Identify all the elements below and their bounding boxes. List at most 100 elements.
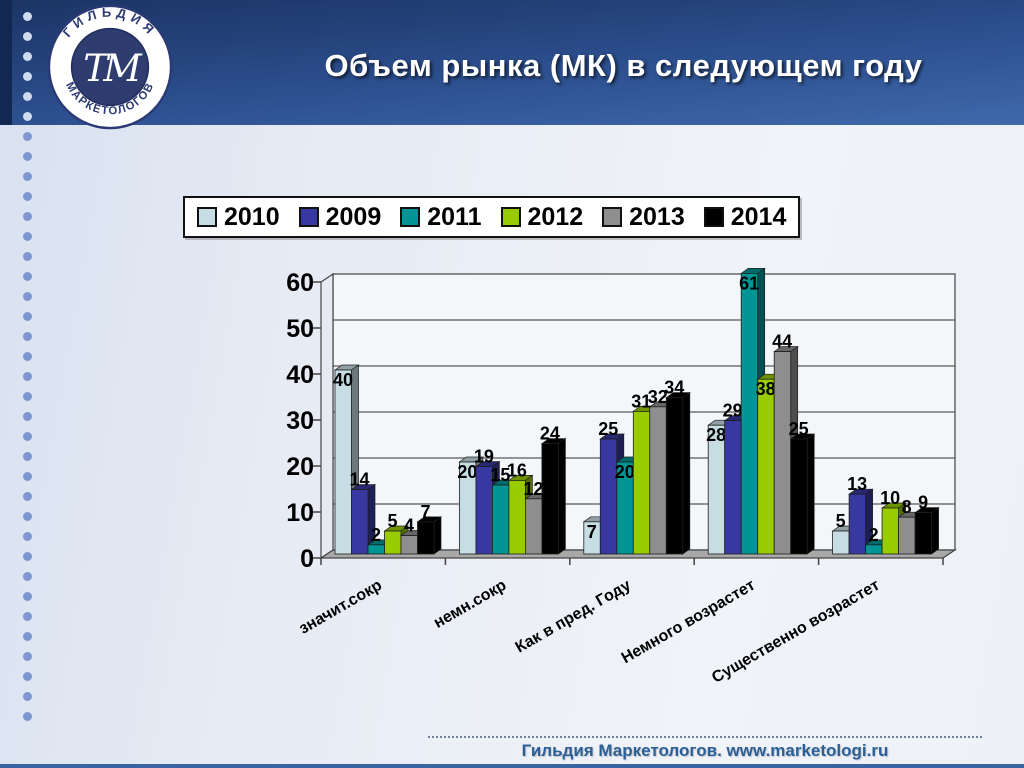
rail-dot [23,432,32,441]
legend-label: 2009 [325,202,382,231]
rail-dot [23,672,32,681]
rail-dot [23,532,32,541]
value-label: 20 [615,462,635,482]
bar-side-2014 [682,391,691,555]
rail-dot [23,452,32,461]
legend-label: 2011 [427,202,482,231]
value-label: 5 [836,511,846,531]
value-label: 7 [420,502,430,522]
bar-side-2014 [558,437,566,555]
value-label: 8 [902,497,912,517]
legend-item-2012: 2012 [500,202,584,231]
rail-dot [23,392,32,401]
bar-2009 [351,489,369,555]
bar-2013 [400,535,418,555]
y-axis-label: 10 [286,499,314,527]
legend-item-2009: 2009 [298,202,382,231]
legend-swatch [500,207,521,227]
legend-swatch [602,207,623,227]
bar-2012 [881,507,899,555]
y-axis-label: 30 [286,407,314,435]
value-label: 25 [598,419,618,439]
footer-text: Гильдия Маркетологов. www.marketologi.ru [521,741,889,760]
bar-2014 [417,521,435,555]
rail-dot [23,652,32,661]
rail-dot [23,712,32,721]
legend-label: 2010 [224,202,280,231]
value-label: 32 [648,387,668,407]
plot-left-wall [320,272,334,560]
bar-2009 [848,493,866,555]
category-label: Как в пред. Году [513,577,634,657]
value-label: 25 [789,419,809,439]
bar-2010 [832,530,850,555]
chart-legend: 2010 2009 2011 2012 2013 2014 [183,196,801,238]
rail-dot [23,352,32,361]
value-label: 61 [739,273,759,293]
value-label: 16 [507,460,527,480]
bar-2010 [334,369,352,555]
legend-label: 2012 [527,202,584,231]
rail-dot [23,112,32,121]
legend-item-2011: 2011 [400,202,482,231]
y-axis-label: 60 [286,269,314,297]
bar-2013 [524,498,543,555]
bar-2011 [740,272,759,555]
value-label: 10 [880,488,900,508]
value-label: 34 [664,378,684,398]
legend-label: 2014 [730,202,787,231]
rail-dot [23,132,32,141]
footer-divider [428,736,982,738]
value-label: 7 [587,522,597,542]
rail-dot [23,92,32,101]
value-label: 15 [490,465,510,485]
bar-2012 [632,410,651,555]
legend-item-2013: 2013 [602,202,685,231]
value-label: 28 [706,425,726,445]
category-label: Немного возрастет [619,577,759,667]
page-title: Объем рынка (МК) в следующем году [324,48,923,83]
value-label: 38 [756,379,776,399]
value-label: 40 [333,370,353,390]
rail-dot [23,292,32,301]
bar-side-2014 [931,506,939,555]
bar-2011 [865,544,883,555]
bar-2012 [757,378,775,555]
category-label: значит.сокр [296,577,385,638]
value-label: 12 [523,479,543,499]
bar-2013 [649,406,667,555]
bar-side-2014 [806,433,815,555]
bar-2014 [914,512,932,555]
rail-dot [23,172,32,181]
rail-dot [23,32,32,41]
legend-label: 2013 [629,202,685,231]
value-label: 29 [723,401,743,421]
rail-dot [23,492,32,501]
rail-dot [23,332,32,341]
value-label: 14 [349,470,369,490]
value-label: 2 [371,525,381,545]
bar-2009 [724,420,742,555]
bar-2011 [491,484,510,555]
rail-dot [23,252,32,261]
rail-dot [23,52,32,61]
bar-2012 [384,530,402,555]
rail-dot [23,412,32,421]
value-label: 13 [847,474,867,494]
rail-dot [23,72,32,81]
bar-2011 [367,544,385,555]
value-label: 5 [387,511,397,531]
value-label: 19 [474,447,494,467]
rail-dot [23,512,32,521]
value-label: 2 [869,525,879,545]
legend-swatch [298,207,319,227]
legend-swatch [400,207,421,227]
value-label: 4 [404,516,414,536]
rail-dot [23,572,32,581]
bar-2014 [541,443,559,555]
value-label: 31 [631,391,651,411]
value-label: 9 [918,493,928,513]
y-axis-label: 20 [286,453,314,481]
bottom-accent-bar [0,764,1024,768]
